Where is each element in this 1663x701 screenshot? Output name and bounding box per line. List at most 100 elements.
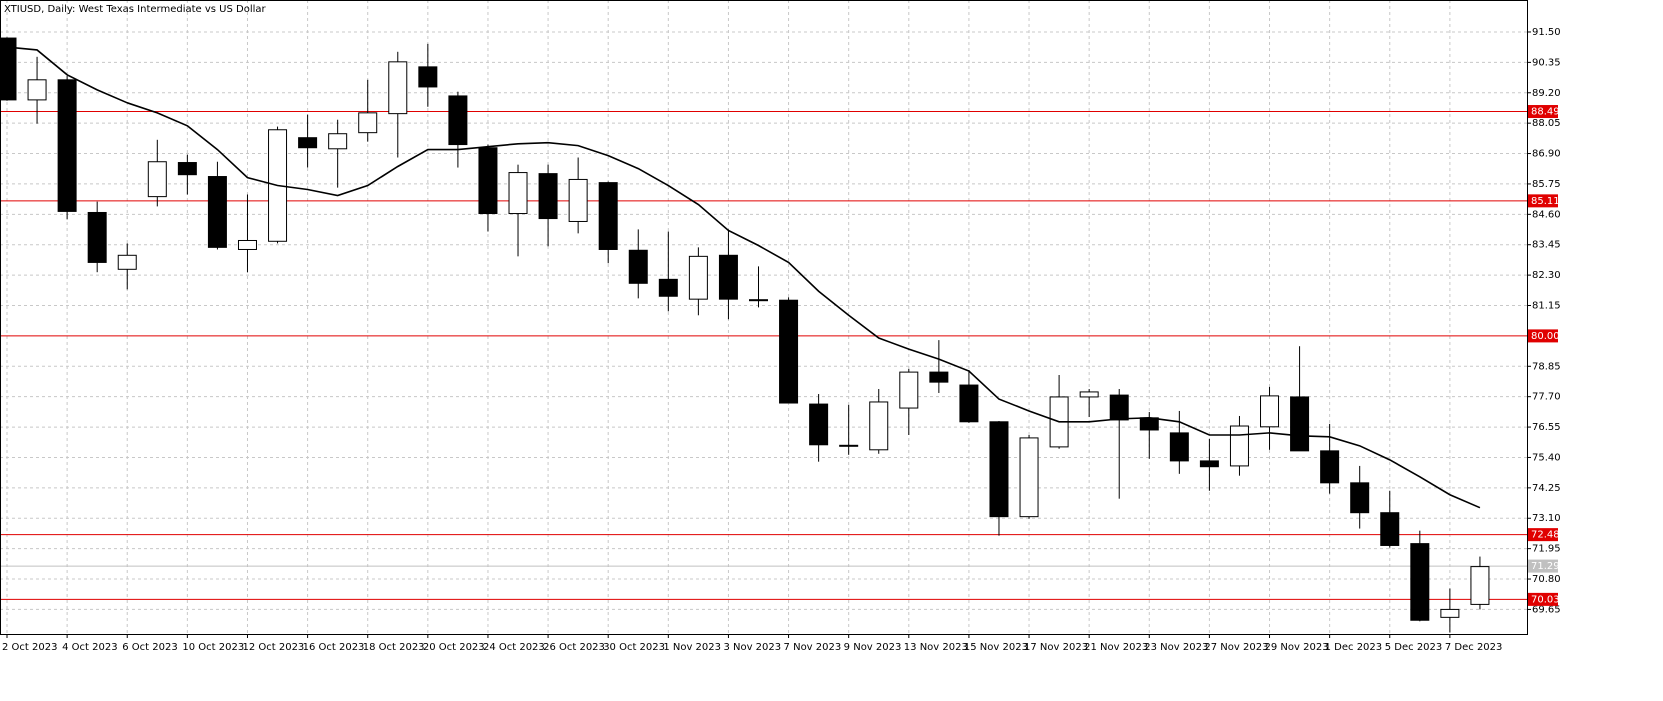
level-label-box	[1528, 559, 1558, 573]
x-tick-label: 17 Nov 2023	[1024, 642, 1088, 653]
x-tick-label: 18 Oct 2023	[363, 642, 425, 653]
candle-body	[1320, 450, 1340, 484]
y-tick-label: 70.80	[1532, 574, 1561, 585]
x-tick-label: 2 Oct 2023	[2, 642, 57, 653]
candle-body	[1109, 394, 1129, 421]
candle-body	[57, 79, 77, 212]
x-tick-label: 21 Nov 2023	[1084, 642, 1148, 653]
level-label: 70.03	[1531, 594, 1560, 605]
candle-body	[1169, 432, 1189, 462]
y-tick-label: 81.15	[1532, 301, 1561, 312]
x-tick-label: 26 Oct 2023	[543, 642, 605, 653]
candle-body	[87, 211, 107, 263]
candle-body	[388, 61, 408, 115]
candle-body	[869, 401, 889, 451]
candle-body	[718, 254, 738, 300]
candle-body	[358, 112, 378, 134]
candle-body	[989, 421, 1009, 518]
y-tick-label: 82.30	[1532, 270, 1561, 281]
y-tick-label: 73.10	[1532, 513, 1561, 524]
x-tick-label: 10 Oct 2023	[182, 642, 244, 653]
x-tick-label: 6 Oct 2023	[122, 642, 177, 653]
x-tick-label: 23 Nov 2023	[1144, 642, 1208, 653]
y-tick-label: 89.20	[1532, 88, 1561, 99]
level-label: 80.00	[1531, 331, 1560, 342]
level-label: 72.48	[1531, 530, 1560, 541]
chart-title: XTIUSD, Daily: West Texas Intermediate v…	[4, 4, 267, 15]
y-tick-label: 77.70	[1532, 392, 1561, 403]
candle-body	[237, 239, 257, 250]
candle-body	[0, 37, 17, 101]
x-tick-label: 1 Nov 2023	[663, 642, 721, 653]
level-label-box	[1528, 194, 1558, 208]
y-tick-label: 85.75	[1532, 179, 1561, 190]
x-tick-label: 12 Oct 2023	[242, 642, 304, 653]
candle-body	[508, 172, 528, 215]
y-tick-label: 76.55	[1532, 422, 1561, 433]
candle-body	[1260, 395, 1280, 428]
candle-body	[929, 371, 949, 383]
y-tick-label: 74.25	[1532, 483, 1561, 494]
y-tick-label: 88.05	[1532, 118, 1561, 129]
level-label: 85.11	[1531, 196, 1560, 207]
candle-body	[1350, 482, 1370, 514]
candle-body	[809, 403, 829, 446]
candle-body	[959, 384, 979, 423]
candle-body	[298, 137, 318, 149]
candle-body	[1229, 425, 1249, 467]
candle-body	[147, 161, 167, 198]
candle-body	[418, 66, 438, 88]
y-tick-label: 90.35	[1532, 57, 1561, 68]
y-tick-label: 83.45	[1532, 240, 1561, 251]
candle-body	[568, 178, 588, 222]
candle-body	[658, 278, 678, 297]
candle-body	[538, 173, 558, 220]
y-tick-label: 69.65	[1532, 604, 1561, 615]
candle-body	[899, 371, 919, 409]
y-tick-label: 75.40	[1532, 452, 1561, 463]
x-tick-label: 24 Oct 2023	[483, 642, 545, 653]
candle-body	[1019, 437, 1039, 518]
candle-body	[779, 299, 799, 404]
level-label: 71.29	[1531, 561, 1560, 572]
candle-body	[177, 162, 197, 176]
y-tick-label: 86.90	[1532, 149, 1561, 160]
x-tick-label: 3 Nov 2023	[723, 642, 781, 653]
candle-body	[1079, 391, 1099, 398]
x-tick-label: 1 Dec 2023	[1325, 642, 1383, 653]
x-tick-label: 7 Nov 2023	[784, 642, 842, 653]
x-tick-label: 27 Nov 2023	[1204, 642, 1268, 653]
x-tick-label: 7 Dec 2023	[1445, 642, 1503, 653]
candle-body	[1440, 608, 1460, 618]
level-label-box	[1528, 105, 1558, 119]
x-tick-label: 13 Nov 2023	[904, 642, 968, 653]
candle-body	[749, 299, 768, 302]
level-label-box	[1528, 528, 1558, 542]
x-tick-label: 20 Oct 2023	[423, 642, 485, 653]
candle-body	[1199, 460, 1219, 468]
candle-body	[1380, 512, 1400, 546]
x-tick-label: 5 Dec 2023	[1385, 642, 1443, 653]
level-label: 88.49	[1531, 107, 1560, 118]
candle-body	[1139, 417, 1159, 431]
candle-body	[328, 133, 348, 150]
x-tick-label: 30 Oct 2023	[603, 642, 665, 653]
x-tick-label: 9 Nov 2023	[844, 642, 902, 653]
x-tick-label: 29 Nov 2023	[1265, 642, 1329, 653]
plot-frame	[0, 0, 1528, 635]
candle-body	[839, 444, 859, 447]
candle-body	[1410, 543, 1430, 621]
y-tick-label: 78.85	[1532, 361, 1561, 372]
level-label-box	[1528, 592, 1558, 606]
candle-body	[628, 249, 648, 284]
x-tick-label: 4 Oct 2023	[62, 642, 117, 653]
x-tick-label: 16 Oct 2023	[303, 642, 365, 653]
candle-body	[1290, 396, 1310, 452]
candle-body	[478, 147, 498, 215]
level-label-box	[1528, 329, 1558, 343]
candle-body	[27, 79, 47, 101]
candle-body	[117, 254, 137, 270]
candle-body	[207, 176, 227, 248]
x-tick-label: 15 Nov 2023	[964, 642, 1028, 653]
